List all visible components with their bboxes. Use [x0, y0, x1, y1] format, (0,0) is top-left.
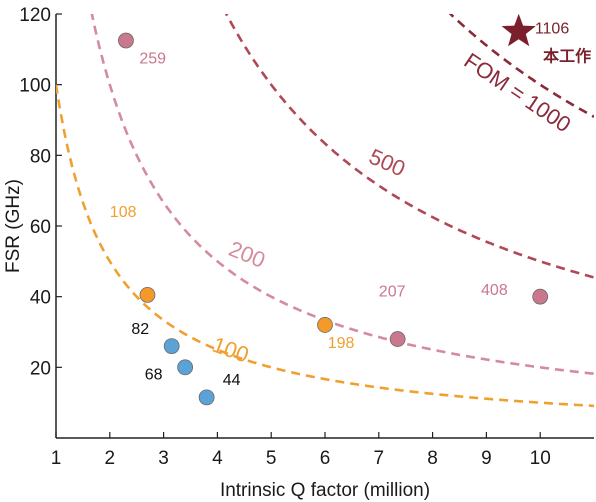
point-label: 207 — [379, 284, 406, 301]
fom-curve-200 — [90, 14, 594, 376]
data-point — [139, 286, 156, 303]
data-point — [317, 317, 333, 333]
fom-curves — [56, 14, 594, 408]
x-tick-label: 1 — [51, 448, 62, 469]
data-point — [532, 288, 549, 305]
point-label: 259 — [139, 50, 166, 67]
y-tick-label: 80 — [30, 146, 51, 167]
point-labels: 68 44 82 198 259 207 408 108 1106 本工作 — [110, 20, 591, 389]
point-label: 198 — [328, 335, 355, 352]
x-tick-label: 7 — [374, 448, 385, 469]
x-tick-label: 4 — [212, 448, 223, 469]
y-tick-label: 120 — [19, 5, 51, 26]
point-label: 44 — [223, 372, 241, 389]
star-note: 本工作 — [543, 47, 591, 66]
data-points — [118, 13, 549, 406]
x-tick-label: 2 — [105, 448, 116, 469]
fom-curve-label-500: 500 — [365, 144, 409, 182]
fom-curve-500 — [224, 14, 594, 279]
x-tick-label: 10 — [530, 448, 551, 469]
fom-curve-100 — [56, 84, 594, 408]
data-point — [198, 389, 215, 406]
annotation-label: 108 — [110, 204, 137, 221]
x-tick-label: 9 — [481, 448, 492, 469]
point-label: 408 — [481, 282, 508, 299]
star-label: 1106 — [535, 20, 570, 37]
point-label: 68 — [145, 367, 163, 384]
y-tick-label: 60 — [30, 217, 51, 238]
data-point — [163, 338, 180, 355]
axes: 1 2 3 4 5 6 7 8 9 10 20 40 60 80 100 120 — [19, 5, 594, 469]
fom-curve-label-100: 100 — [209, 332, 252, 368]
data-point — [177, 359, 194, 376]
y-tick-label: 100 — [19, 76, 51, 97]
x-tick-label: 5 — [266, 448, 277, 469]
star-marker — [501, 13, 536, 47]
x-tick-label: 6 — [320, 448, 331, 469]
y-axis-title: FSR (GHz) — [3, 179, 24, 273]
y-tick-label: 40 — [30, 288, 51, 309]
x-tick-label: 8 — [427, 448, 438, 469]
x-tick-label: 3 — [158, 448, 169, 469]
x-axis-title: Intrinsic Q factor (million) — [220, 480, 430, 501]
point-label: 82 — [131, 321, 149, 338]
data-point — [389, 331, 406, 347]
data-point — [118, 32, 134, 49]
y-tick-label: 20 — [30, 358, 51, 379]
fom-curve-label-200: 200 — [225, 236, 268, 273]
